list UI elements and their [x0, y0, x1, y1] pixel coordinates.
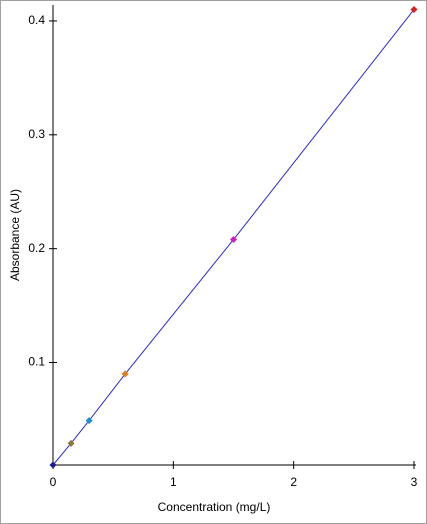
- y-axis-label: Absorbance (AU): [8, 189, 22, 281]
- y-tick-label: 0.2: [28, 241, 45, 255]
- x-tick-label: 3: [411, 475, 418, 489]
- point: [85, 417, 93, 425]
- y-tick-label: 0.1: [28, 355, 45, 369]
- x-tick-label: 0: [50, 475, 57, 489]
- point: [121, 370, 129, 378]
- x-tick-label: 1: [170, 475, 177, 489]
- fit-line: [52, 9, 415, 466]
- y-tick-label: 0.4: [28, 13, 45, 27]
- y-tick-label: 0.3: [28, 127, 45, 141]
- x-axis-label: Concentration (mg/L): [158, 500, 271, 514]
- point: [67, 439, 75, 447]
- x-tick-label: 2: [290, 475, 297, 489]
- point: [49, 461, 57, 469]
- point: [230, 236, 237, 244]
- point: [410, 6, 418, 14]
